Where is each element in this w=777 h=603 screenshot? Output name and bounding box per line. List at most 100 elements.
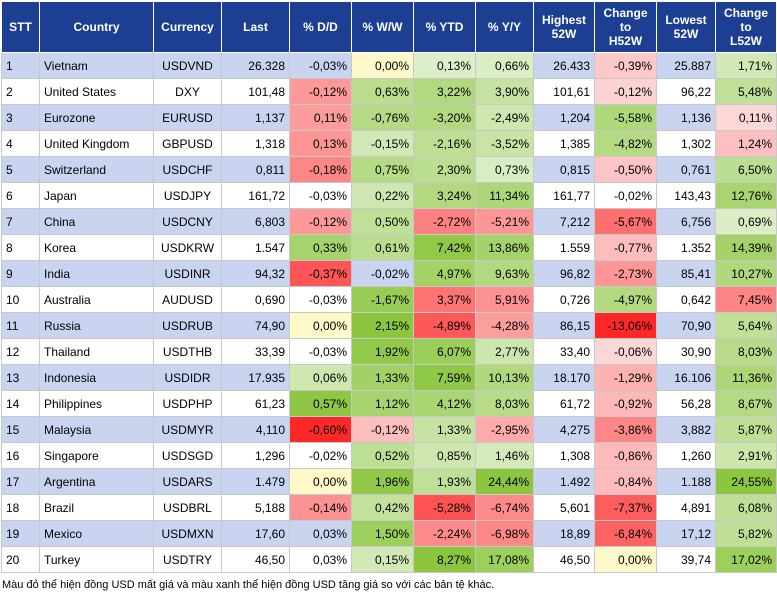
table-cell: 5,91% (475, 286, 534, 313)
table-cell: 0,73% (475, 156, 534, 183)
table-cell: 17,60 (221, 520, 290, 547)
table-cell: 33,40 (533, 338, 595, 365)
table-cell: 1,318 (221, 130, 290, 157)
table-cell: Thailand (39, 338, 154, 365)
footnote: Màu đỏ thể hiện đồng USD mất giá và màu … (2, 579, 495, 591)
table-cell: -2,73% (594, 260, 657, 287)
table-cell: 1,92% (351, 338, 414, 365)
table-cell: 1,71% (715, 52, 777, 79)
table-cell: 5,87% (715, 416, 777, 443)
table-cell: 4,110 (221, 416, 290, 443)
table-cell: 1,33% (351, 364, 414, 391)
table-cell: -6,98% (475, 520, 534, 547)
table-cell: -0,12% (289, 208, 352, 235)
table-cell: 0,642 (656, 286, 716, 313)
table-cell: 6,756 (656, 208, 716, 235)
table-cell: 1,302 (656, 130, 716, 157)
table-cell: -5,58% (594, 104, 657, 131)
table-cell: 0,815 (533, 156, 595, 183)
table-cell: 0,57% (289, 390, 352, 417)
table-cell: -2,72% (413, 208, 476, 235)
column-header: Change to L52W (715, 1, 777, 53)
table-cell: India (39, 260, 154, 287)
table-cell: -0,03% (289, 286, 352, 313)
table-cell: 86,15 (533, 312, 595, 339)
table-cell: 4,97% (413, 260, 476, 287)
table-cell: Brazil (39, 494, 154, 521)
table-cell: 0,15% (351, 546, 414, 573)
table-cell: 3 (1, 104, 40, 131)
table-cell: -4,28% (475, 312, 534, 339)
table-cell: 3,22% (413, 78, 476, 105)
table-row: 16 Singapore USDSGD 1,296 -0,02% 0,52% 0,85% 1,… (1, 442, 777, 469)
table-cell: Argentina (39, 468, 154, 495)
table-body: 1 Vietnam USDVND 26.328 -0,03% 0,00% 0,13% 0,66… (1, 52, 777, 573)
column-header: Country (39, 1, 154, 53)
table-cell: 0,726 (533, 286, 595, 313)
table-cell: 26.328 (221, 52, 290, 79)
table-cell: 16.106 (656, 364, 716, 391)
table-cell: 4,12% (413, 390, 476, 417)
table-cell: 85,41 (656, 260, 716, 287)
table-cell: 2,30% (413, 156, 476, 183)
table-cell: 7,59% (413, 364, 476, 391)
table-cell: 0,75% (351, 156, 414, 183)
table-cell: -0,03% (289, 52, 352, 79)
table-row: 15 Malaysia USDMYR 4,110 -0,60% -0,12% 1,33% -2… (1, 416, 777, 443)
table-row: 18 Brazil USDBRL 5,188 -0,14% 0,42% -5,28% -6,7… (1, 494, 777, 521)
table-cell: 10,27% (715, 260, 777, 287)
table-cell: USDCNY (153, 208, 222, 235)
table-cell: 30,90 (656, 338, 716, 365)
table-cell: USDIDR (153, 364, 222, 391)
table-cell: 1,96% (351, 468, 414, 495)
table-cell: 0,42% (351, 494, 414, 521)
table-cell: Australia (39, 286, 154, 313)
table-cell: 1,137 (221, 104, 290, 131)
table-cell: 6 (1, 182, 40, 209)
table-cell: 1,260 (656, 442, 716, 469)
table-cell: 25.887 (656, 52, 716, 79)
table-cell: 161,72 (221, 182, 290, 209)
table-cell: 3,882 (656, 416, 716, 443)
table-row: 5 Switzerland USDCHF 0,811 -0,18% 0,75% 2,30% 0… (1, 156, 777, 183)
table-cell: USDINR (153, 260, 222, 287)
table-cell: -5,67% (594, 208, 657, 235)
table-cell: 9 (1, 260, 40, 287)
table-cell: 2 (1, 78, 40, 105)
column-header: STT (1, 1, 40, 53)
table-cell: Eurozone (39, 104, 154, 131)
table-cell: 94,32 (221, 260, 290, 287)
table-cell: 17,08% (475, 546, 534, 573)
table-cell: -2,16% (413, 130, 476, 157)
table-cell: -6,84% (594, 520, 657, 547)
table-cell: 1,93% (413, 468, 476, 495)
table-cell: -4,97% (594, 286, 657, 313)
table-cell: -3,86% (594, 416, 657, 443)
table-cell: 1,46% (475, 442, 534, 469)
table-cell: -0,76% (351, 104, 414, 131)
table-cell: 6,08% (715, 494, 777, 521)
table-cell: 1.352 (656, 234, 716, 261)
table-cell: 0,811 (221, 156, 290, 183)
table-cell: 1,204 (533, 104, 595, 131)
table-cell: 101,61 (533, 78, 595, 105)
table-cell: 13,86% (475, 234, 534, 261)
table-cell: 16 (1, 442, 40, 469)
table-cell: 2,15% (351, 312, 414, 339)
table-cell: 0,33% (289, 234, 352, 261)
table-cell: 1,308 (533, 442, 595, 469)
table-cell: 3,90% (475, 78, 534, 105)
table-row: 4 United Kingdom GBPUSD 1,318 0,13% -0,15% -2,… (1, 130, 777, 157)
table-cell: USDRUB (153, 312, 222, 339)
table-cell: 1,33% (413, 416, 476, 443)
table-cell: 2,91% (715, 442, 777, 469)
column-header: Change to H52W (594, 1, 657, 53)
table-cell: 161,77 (533, 182, 595, 209)
column-header: % W/W (351, 1, 414, 53)
table-cell: 8,03% (475, 390, 534, 417)
table-cell: Indonesia (39, 364, 154, 391)
table-cell: -7,37% (594, 494, 657, 521)
table-cell: 0,66% (475, 52, 534, 79)
table-cell: 12,76% (715, 182, 777, 209)
table-cell: 1,50% (351, 520, 414, 547)
